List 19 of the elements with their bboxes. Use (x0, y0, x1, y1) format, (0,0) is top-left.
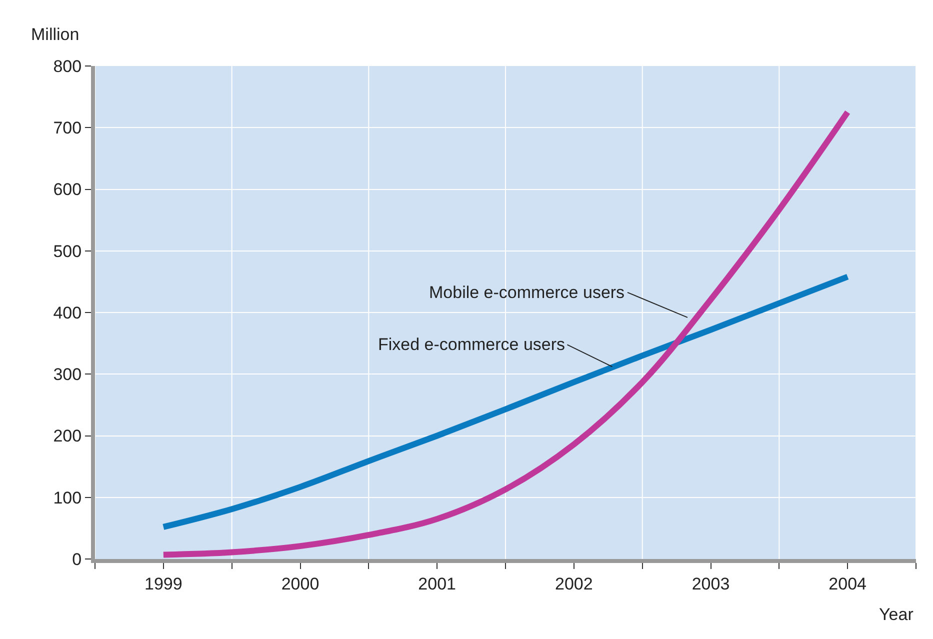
x-tick-label: 2004 (828, 574, 866, 594)
y-tick-label: 600 (53, 180, 82, 200)
x-tick-label: 2003 (692, 574, 730, 594)
y-tick-label: 700 (53, 118, 82, 138)
x-axis-title: Year (879, 605, 914, 624)
y-tick-label: 0 (72, 550, 82, 569)
y-tick-label: 100 (53, 488, 82, 508)
x-tick-label: 2002 (555, 574, 593, 594)
y-tick-label: 800 (53, 56, 82, 76)
annotation: Mobile e-commerce users (429, 283, 625, 302)
annotation: Fixed e-commerce users (378, 335, 566, 354)
y-tick-label: 400 (53, 303, 82, 322)
y-axis-title: Million (31, 25, 80, 44)
x-tick-label: 1999 (144, 574, 182, 594)
x-tick-label: 2000 (281, 574, 320, 594)
y-tick-label: 200 (53, 426, 82, 446)
y-tick-label: 300 (53, 365, 82, 384)
x-tick-label: 2001 (418, 574, 456, 594)
y-tick-label: 500 (53, 242, 82, 261)
